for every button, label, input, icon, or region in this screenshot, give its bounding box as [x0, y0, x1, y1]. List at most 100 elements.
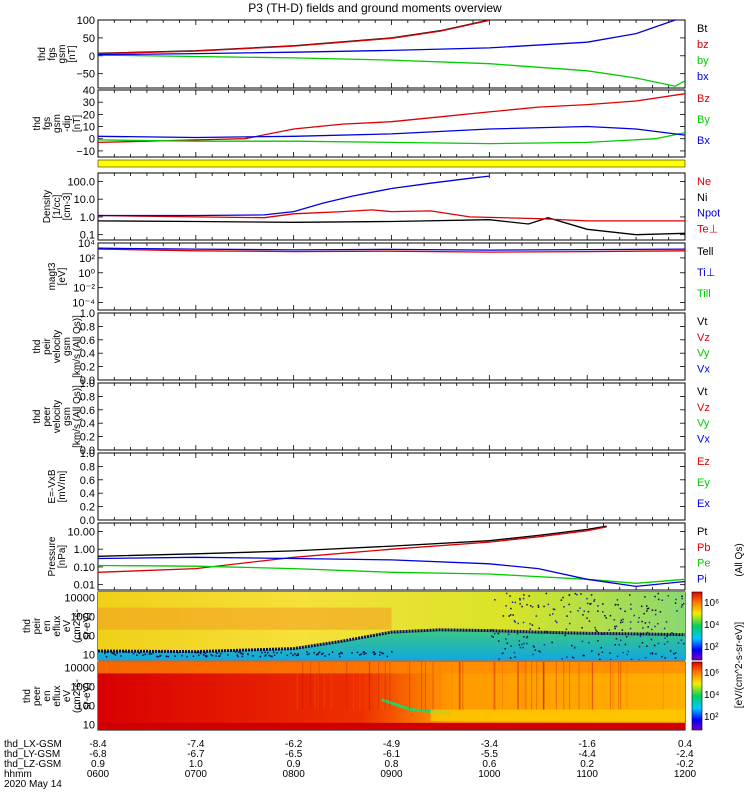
heatmap-speckle	[654, 596, 656, 598]
heatmap-speckle	[540, 651, 542, 653]
y-axis-label: sr-eV)	[82, 682, 93, 709]
heatmap-speckle	[510, 614, 512, 616]
colorbar-tick-label: 10⁶	[704, 668, 719, 679]
heatmap-speckle	[563, 606, 565, 608]
legend-entry: Ni	[697, 192, 707, 204]
heatmap-speckle	[555, 620, 557, 622]
heatmap-speckle	[519, 644, 521, 646]
series-line-bz	[98, 20, 489, 53]
heatmap-speckle	[379, 652, 381, 654]
y-axis-label: [nPa]	[57, 545, 68, 569]
heatmap-speckle	[532, 606, 534, 608]
legend-entry: Till	[697, 288, 711, 300]
heatmap-speckle	[589, 620, 591, 622]
heatmap-streak	[592, 662, 593, 710]
heatmap-speckle	[658, 593, 660, 595]
heatmap-speckle	[651, 629, 653, 631]
heatmap-speckle	[654, 626, 656, 628]
heatmap-speckle	[270, 655, 272, 657]
heatmap-speckle	[510, 646, 512, 648]
heatmap-speckle	[630, 604, 632, 606]
heatmap-speckle	[307, 654, 309, 656]
heatmap-speckle	[379, 654, 381, 656]
heatmap-speckle	[520, 647, 522, 649]
heatmap-speckle	[568, 604, 570, 606]
heatmap-speckle	[260, 656, 262, 658]
heatmap-speckle	[575, 593, 577, 595]
heatmap-speckle	[574, 647, 576, 649]
panel-efield: 1.00.80.60.40.20.0E=-VxB [mV/m]EzEyEx	[47, 448, 710, 527]
heatmap-speckle	[641, 606, 643, 608]
heatmap-speckle	[530, 605, 532, 607]
legend-entry: Bx	[697, 135, 710, 147]
y-tick-label: 10	[83, 719, 95, 731]
heatmap-streak	[452, 662, 453, 710]
heatmap-streak	[462, 662, 463, 710]
heatmap-speckle	[652, 610, 654, 612]
panel-frame	[98, 313, 685, 380]
y-tick-label: 10.00	[67, 526, 95, 538]
heatmap-streak	[318, 662, 319, 710]
heatmap-speckle	[577, 610, 579, 612]
heatmap-speckle	[523, 598, 525, 600]
heatmap-speckle	[203, 654, 205, 656]
heatmap-speckle	[683, 603, 685, 605]
heatmap-speckle	[639, 646, 641, 648]
y-tick-label: 10000	[64, 663, 95, 675]
heatmap-speckle	[582, 641, 584, 643]
heatmap-cell-high-band	[98, 662, 685, 673]
heatmap-speckle	[675, 599, 677, 601]
heatmap-streak	[663, 662, 664, 710]
heatmap-streak	[440, 662, 441, 710]
heatmap-speckle	[314, 652, 316, 654]
legend-entry: Bt	[697, 23, 707, 35]
legend-entry: Ti⊥	[697, 267, 715, 279]
series-line-T2	[98, 248, 685, 250]
heatmap-speckle	[649, 622, 651, 624]
heatmap-speckle	[387, 656, 389, 658]
y-tick-label: 0.4	[80, 488, 95, 500]
y-tick-label: 0.2	[80, 502, 95, 514]
heatmap-speckle	[218, 656, 220, 658]
heatmap-speckle	[373, 651, 375, 653]
heatmap-speckle	[666, 621, 668, 623]
heatmap-speckle	[658, 599, 660, 601]
heatmap-speckle	[509, 595, 511, 597]
heatmap-speckle	[562, 597, 564, 599]
heatmap-streak	[369, 662, 370, 710]
heatmap-speckle	[120, 655, 122, 657]
heatmap-streak	[522, 662, 523, 710]
heatmap-speckle	[504, 648, 506, 650]
legend-entry: bz	[697, 39, 709, 51]
y-tick-label: 30	[83, 97, 95, 109]
heatmap-speckle	[342, 653, 344, 655]
heatmap-speckle	[579, 607, 581, 609]
heatmap-speckle	[602, 633, 604, 635]
heatmap-speckle	[491, 635, 493, 637]
heatmap-streak	[589, 662, 590, 710]
heatmap-speckle	[116, 652, 118, 654]
legend-entry: Tell	[697, 246, 714, 258]
heatmap-speckle	[552, 613, 554, 615]
heatmap-speckle	[538, 650, 540, 652]
heatmap-speckle	[198, 651, 200, 653]
heatmap-speckle	[508, 634, 510, 636]
y-tick-label: 10⁴	[78, 238, 95, 250]
heatmap-speckle	[517, 633, 519, 635]
legend-entry: Vt	[697, 316, 707, 328]
heatmap-speckle	[551, 642, 553, 644]
legend-entry: Bz	[697, 93, 710, 105]
heatmap-streak	[310, 662, 311, 710]
heatmap-streak	[525, 662, 526, 710]
heatmap-speckle	[523, 622, 525, 624]
y-tick-label: −10	[76, 146, 95, 158]
x-axis-value: 1200	[674, 769, 697, 780]
heatmap-speckle	[576, 594, 578, 596]
heatmap-speckle	[290, 653, 292, 655]
heatmap-speckle	[507, 643, 509, 645]
heatmap-speckle	[215, 655, 217, 657]
heatmap-speckle	[652, 652, 654, 654]
heatmap-speckle	[647, 626, 649, 628]
heatmap-speckle	[556, 622, 558, 624]
heatmap-speckle	[683, 643, 685, 645]
